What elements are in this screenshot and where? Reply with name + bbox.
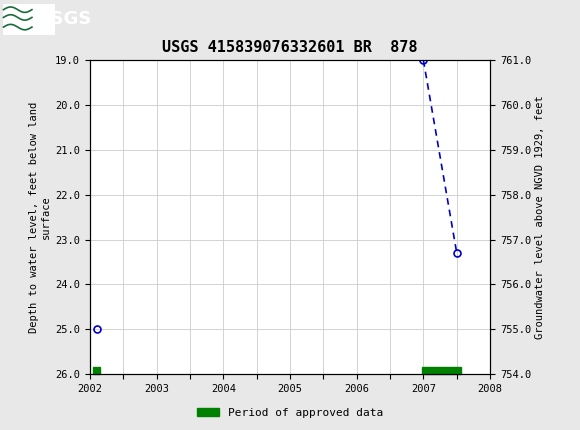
Text: USGS: USGS — [36, 10, 91, 28]
FancyBboxPatch shape — [3, 4, 55, 35]
Title: USGS 415839076332601 BR  878: USGS 415839076332601 BR 878 — [162, 40, 418, 55]
Bar — [93, 367, 100, 374]
Legend: Period of approved data: Period of approved data — [193, 403, 387, 422]
Bar — [422, 367, 462, 374]
Y-axis label: Depth to water level, feet below land
surface: Depth to water level, feet below land su… — [30, 101, 51, 333]
Y-axis label: Groundwater level above NGVD 1929, feet: Groundwater level above NGVD 1929, feet — [535, 95, 545, 339]
